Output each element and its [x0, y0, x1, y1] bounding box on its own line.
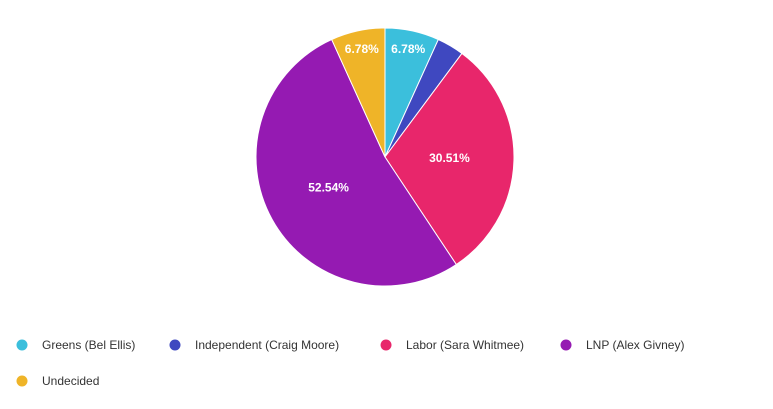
legend-label[interactable]: Labor (Sara Whitmee) — [406, 338, 524, 352]
legend-label[interactable]: Undecided — [42, 374, 99, 388]
legend-marker[interactable] — [16, 375, 28, 387]
pie-slice — [331, 27, 386, 158]
legend-marker[interactable] — [169, 339, 181, 351]
legend-marker[interactable] — [16, 339, 28, 351]
pie-slice — [255, 38, 457, 287]
data-label: 30.51% — [429, 151, 470, 165]
data-label: 6.78% — [391, 42, 425, 56]
data-label: 52.54% — [308, 180, 349, 194]
legend-label[interactable]: Greens (Bel Ellis) — [42, 338, 135, 352]
legend-marker[interactable] — [380, 339, 392, 351]
pie-slice — [384, 52, 515, 266]
data-label: 6.78% — [345, 42, 379, 56]
legend-label[interactable]: LNP (Alex Givney) — [586, 338, 684, 352]
legend-label[interactable]: Independent (Craig Moore) — [195, 338, 339, 352]
legend-marker[interactable] — [560, 339, 572, 351]
